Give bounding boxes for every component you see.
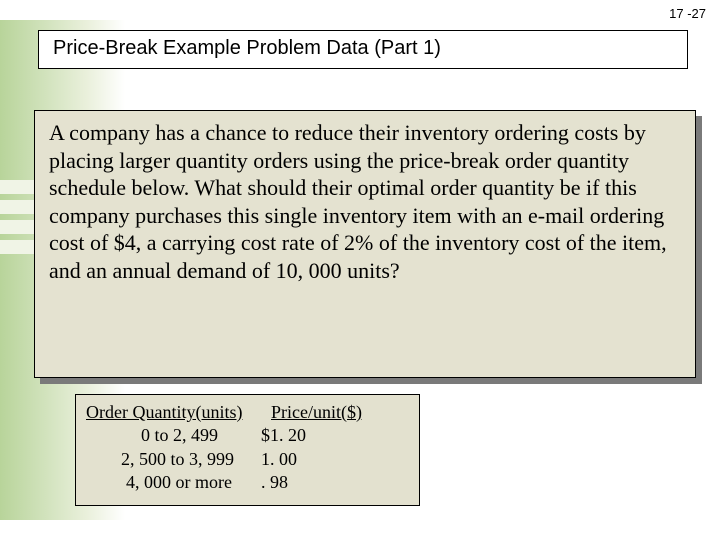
cell-price: 1. 00 <box>261 448 297 471</box>
cell-qty: 2, 500 to 3, 999 <box>86 448 261 471</box>
cell-qty: 4, 000 or more <box>86 471 261 494</box>
title-box: Price-Break Example Problem Data (Part 1… <box>38 30 688 69</box>
price-table: Order Quantity(units) Price/unit($) 0 to… <box>75 394 420 506</box>
cell-price: . 98 <box>261 471 288 494</box>
slide-number: 17 -27 <box>669 6 706 21</box>
table-row: 0 to 2, 499 $1. 20 <box>86 424 409 447</box>
title-text: Price-Break Example Problem Data (Part 1… <box>53 37 441 59</box>
table-header: Order Quantity(units) Price/unit($) <box>86 401 409 424</box>
header-price: Price/unit($) <box>271 401 362 424</box>
table-row: 4, 000 or more . 98 <box>86 471 409 494</box>
header-qty: Order Quantity(units) <box>86 401 271 424</box>
table-row: 2, 500 to 3, 999 1. 00 <box>86 448 409 471</box>
cell-qty: 0 to 2, 499 <box>86 424 261 447</box>
body-box: A company has a chance to reduce their i… <box>34 110 696 378</box>
body-text: A company has a chance to reduce their i… <box>49 120 667 283</box>
cell-price: $1. 20 <box>261 424 306 447</box>
